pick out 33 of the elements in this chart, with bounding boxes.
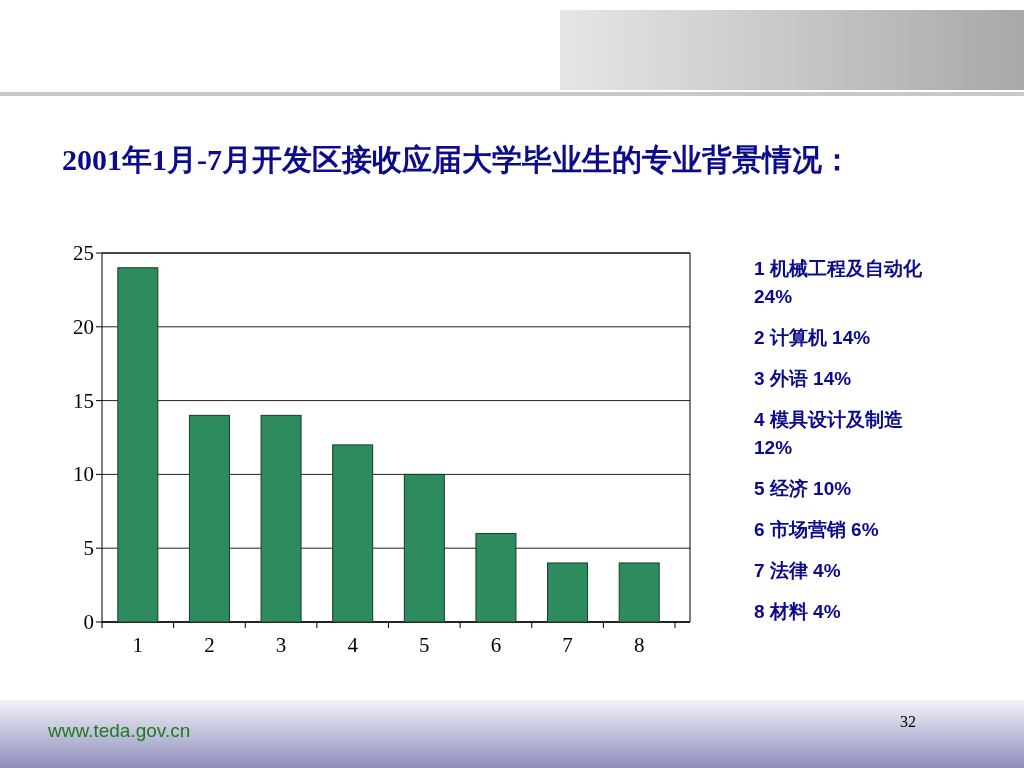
bar xyxy=(117,267,159,623)
x-tick-label: 6 xyxy=(490,633,502,657)
y-tick-label: 15 xyxy=(73,388,94,413)
y-tick-label: 10 xyxy=(73,462,94,487)
x-tick-label: 8 xyxy=(633,633,645,657)
chart-title: 2001年1月-7月开发区接收应届大学毕业生的专业背景情况： xyxy=(62,143,852,176)
text: 7 法律 4% xyxy=(754,559,842,583)
x-tick-label: 4 xyxy=(347,633,359,657)
bar xyxy=(475,532,517,623)
text: 4 模具设计及制造 12% xyxy=(754,408,904,460)
y-tick-label: 0 xyxy=(83,610,94,634)
bar xyxy=(332,444,374,623)
x-tick-label: 3 xyxy=(275,633,287,657)
x-tick-label: 7 xyxy=(562,633,573,657)
bar xyxy=(188,414,230,623)
x-tick-label: 1 xyxy=(132,633,144,657)
bar xyxy=(260,414,302,623)
text: 1 机械工程及自动化 24% xyxy=(754,257,923,309)
bar xyxy=(547,562,589,623)
bar xyxy=(403,473,445,623)
bar xyxy=(618,562,660,623)
text: 2 计算机 14% xyxy=(754,326,872,350)
y-tick-label: 25 xyxy=(73,241,94,265)
text: 5 经济 10% xyxy=(754,477,853,501)
x-tick-label: 2 xyxy=(204,633,215,657)
text: 32 xyxy=(900,713,916,730)
x-tick-label: 5 xyxy=(419,633,430,657)
text: 3 外语 14% xyxy=(754,367,853,391)
y-tick-label: 5 xyxy=(83,536,94,561)
text: 6 市场营销 6% xyxy=(754,518,880,542)
y-tick-label: 20 xyxy=(73,314,94,339)
text: www.teda.gov.cn xyxy=(47,720,191,741)
text: 8 材料 4% xyxy=(754,600,842,624)
